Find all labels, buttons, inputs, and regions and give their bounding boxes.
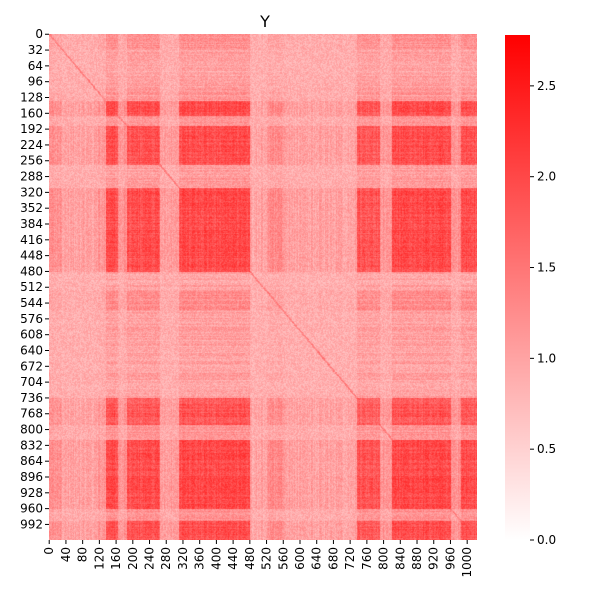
x-tick-label: 80	[76, 547, 90, 562]
x-tick-label: 160	[109, 547, 123, 570]
colorbar-tick-label: 2.5	[537, 79, 556, 93]
y-tick-label: 544	[20, 296, 43, 310]
x-tick-label: 200	[126, 547, 140, 570]
y-tick-label: 640	[20, 343, 43, 357]
y-tick-label: 864	[20, 454, 43, 468]
x-tick-label: 240	[143, 547, 157, 570]
y-tick-label: 256	[20, 154, 43, 168]
x-tick-label: 720	[343, 547, 357, 570]
x-axis: 0 40 80 120 160 200 240 280 320 360 400 440 480 520 56…	[42, 540, 474, 578]
y-tick-label: 96	[28, 75, 43, 89]
y-tick-label: 608	[20, 328, 43, 342]
colorbar	[505, 35, 530, 540]
x-tick-label: 560	[276, 547, 290, 570]
x-tick-label: 360	[193, 547, 207, 570]
y-tick-label: 704	[20, 375, 43, 389]
y-tick-label: 896	[20, 470, 43, 484]
y-tick-label: 320	[20, 185, 43, 199]
x-tick-label: 880	[410, 547, 424, 570]
y-tick-label: 672	[20, 359, 43, 373]
y-tick-label: 800	[20, 423, 43, 437]
x-tick-label: 280	[159, 547, 173, 570]
y-tick-label: 64	[28, 59, 43, 73]
y-tick-label: 480	[20, 264, 43, 278]
heatmap-plot-area	[49, 34, 477, 540]
x-tick-label: 840	[393, 547, 407, 570]
y-tick-label: 224	[20, 138, 43, 152]
colorbar-ticks: 0.0 0.5 1.0 1.5 2.0 2.5	[530, 79, 556, 547]
x-tick-label: 480	[243, 547, 257, 570]
colorbar-tick-label: 1.0	[537, 351, 556, 365]
x-tick-label: 440	[226, 547, 240, 570]
y-tick-label: 768	[20, 407, 43, 421]
y-tick-label: 32	[28, 43, 43, 57]
x-tick-label: 40	[59, 547, 73, 562]
x-tick-label: 920	[427, 547, 441, 570]
x-tick-label: 960	[443, 547, 457, 570]
x-tick-label: 640	[310, 547, 324, 570]
x-tick-label: 680	[326, 547, 340, 570]
x-tick-label: 400	[209, 547, 223, 570]
x-tick-label: 320	[176, 547, 190, 570]
y-tick-label: 960	[20, 502, 43, 516]
x-tick-label: 120	[92, 547, 106, 570]
x-tick-label: 1000	[460, 547, 474, 578]
x-tick-label: 760	[360, 547, 374, 570]
colorbar-tick-label: 2.0	[537, 170, 556, 184]
y-tick-label: 128	[20, 90, 43, 104]
y-tick-label: 448	[20, 249, 43, 263]
colorbar-tick-label: 1.5	[537, 261, 556, 275]
heatmap-canvas	[49, 34, 477, 540]
colorbar-tick-label: 0.5	[537, 442, 556, 456]
x-tick-label: 600	[293, 547, 307, 570]
y-tick-label: 352	[20, 201, 43, 215]
chart-title: Y	[259, 12, 270, 31]
x-tick-label: 520	[260, 547, 274, 570]
y-tick-label: 928	[20, 486, 43, 500]
y-tick-label: 288	[20, 170, 43, 184]
x-tick-label: 0	[42, 547, 56, 555]
y-tick-label: 384	[20, 217, 43, 231]
y-tick-label: 0	[35, 27, 43, 41]
y-tick-label: 576	[20, 312, 43, 326]
y-tick-label: 736	[20, 391, 43, 405]
colorbar-tick-label: 0.0	[537, 533, 556, 547]
y-tick-label: 832	[20, 438, 43, 452]
y-tick-label: 160	[20, 106, 43, 120]
y-tick-label: 192	[20, 122, 43, 136]
x-tick-label: 800	[377, 547, 391, 570]
y-tick-label: 512	[20, 280, 43, 294]
y-tick-label: 416	[20, 233, 43, 247]
y-tick-label: 992	[20, 517, 43, 531]
